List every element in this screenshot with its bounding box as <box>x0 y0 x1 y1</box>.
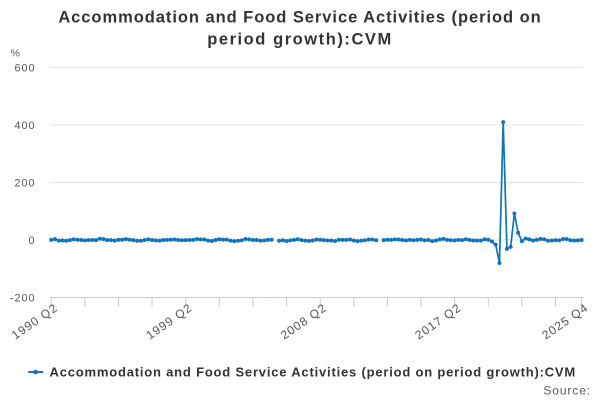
svg-text:period growth):CVM: period growth):CVM <box>207 31 393 49</box>
svg-text:-200: -200 <box>10 293 36 305</box>
svg-text:200: 200 <box>14 178 35 190</box>
svg-text:Accommodation and Food Service: Accommodation and Food Service Activitie… <box>50 364 577 379</box>
svg-text:400: 400 <box>14 120 35 132</box>
svg-text:Accommodation and Food Service: Accommodation and Food Service Activitie… <box>58 9 541 27</box>
svg-text:Source:: Source: <box>543 384 591 398</box>
svg-text:600: 600 <box>14 63 35 75</box>
svg-text:0: 0 <box>28 235 35 247</box>
svg-text:%: % <box>11 47 20 59</box>
